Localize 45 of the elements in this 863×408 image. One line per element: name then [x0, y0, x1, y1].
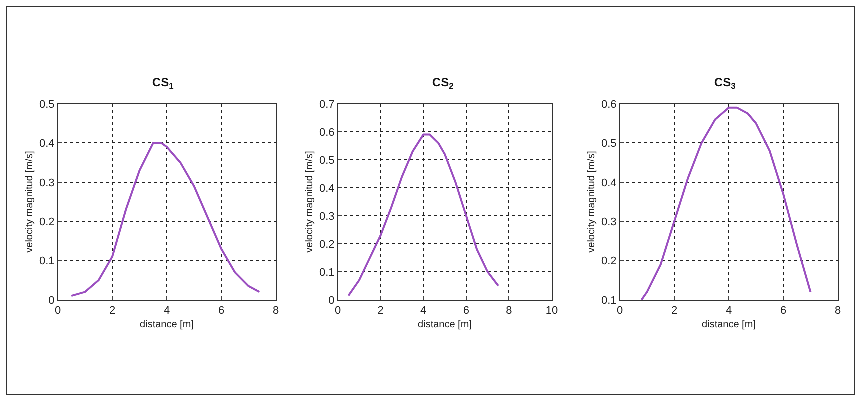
x-tick-label: 4 — [420, 305, 427, 318]
chart-title: CS$_{2}$ — [432, 76, 454, 92]
y-tick-label: 0.4 — [320, 182, 335, 195]
chart-title: CS$_{3}$ — [714, 76, 736, 92]
y-tick-label: 0.1 — [602, 294, 617, 307]
line-series — [640, 106, 812, 300]
y-tick-label: 0.3 — [320, 210, 335, 223]
x-tick-label: 8 — [834, 305, 842, 318]
y-axis-title: velocity magnitud [m/s] — [586, 150, 598, 253]
y-tick-label: 0.4 — [40, 138, 55, 150]
x-tick-label: 6 — [463, 305, 470, 318]
y-tick-label: 0.3 — [40, 177, 55, 190]
x-tick-label: 10 — [546, 305, 558, 318]
x-axis-title: distance [m] — [418, 320, 472, 331]
y-tick-label: 0.5 — [602, 138, 617, 150]
x-tick-label: 4 — [164, 305, 170, 318]
y-tick-label: 0.1 — [320, 266, 335, 279]
y-tick-label: 0.7 — [320, 98, 335, 111]
x-tick-label: 6 — [218, 305, 225, 318]
y-tick-label: 0.6 — [320, 126, 335, 139]
y-tick-label: 0.3 — [602, 216, 617, 228]
x-tick-label: 2 — [671, 305, 678, 318]
line-series — [348, 134, 500, 297]
x-tick-label: 8 — [506, 305, 512, 318]
x-tick-label: 4 — [726, 305, 732, 318]
x-tick-label: 6 — [780, 305, 787, 318]
x-tick-label: 8 — [272, 305, 280, 318]
line-series — [70, 142, 261, 298]
y-tick-label: 0.1 — [40, 256, 55, 268]
y-tick-label: 0.4 — [602, 177, 617, 190]
x-axis-title: distance [m] — [702, 320, 756, 331]
y-tick-label: 0.2 — [320, 238, 335, 251]
y-tick-label: 0.6 — [602, 98, 617, 111]
y-tick-label: 0.2 — [40, 216, 55, 228]
x-tick-label: 2 — [109, 305, 116, 318]
y-tick-label: 0.2 — [602, 256, 617, 268]
x-axis-title: distance [m] — [140, 320, 194, 331]
y-tick-label: 0 — [328, 294, 335, 307]
y-tick-label: 0 — [48, 294, 55, 307]
y-axis-title: velocity magnitud [m/s] — [24, 150, 36, 253]
y-axis-title: velocity magnitud [m/s] — [304, 150, 316, 253]
y-tick-label: 0.5 — [320, 154, 335, 167]
chart-title: CS$_{1}$ — [152, 76, 174, 92]
y-tick-label: 0.5 — [40, 98, 55, 111]
x-tick-label: 2 — [378, 305, 384, 318]
